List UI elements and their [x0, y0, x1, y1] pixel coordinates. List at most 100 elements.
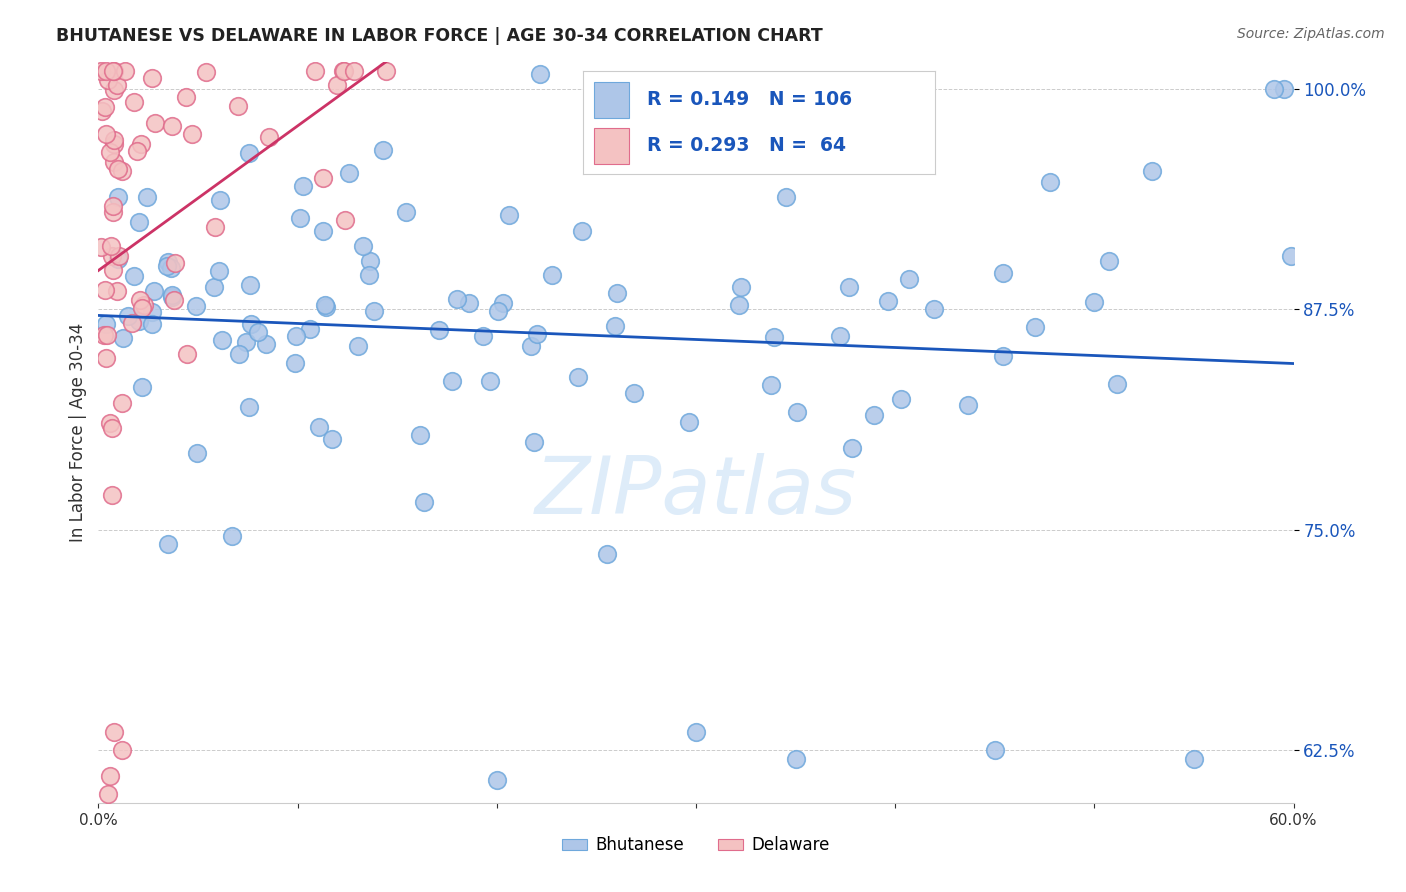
Point: [204, 219, 226, 234]
Point: [157, 255, 180, 269]
Point: [1263, 82, 1285, 96]
Point: [730, 279, 752, 293]
Point: [333, 213, 356, 227]
Point: [103, 64, 125, 78]
Point: [209, 194, 232, 208]
Point: [132, 298, 155, 312]
Point: [352, 239, 374, 253]
Point: [333, 64, 356, 78]
Point: [567, 369, 589, 384]
Point: [304, 64, 326, 78]
Point: [103, 64, 125, 78]
Point: [98, 416, 121, 430]
Point: [111, 396, 134, 410]
Point: [728, 298, 751, 312]
Point: [299, 322, 322, 336]
Point: [103, 205, 125, 219]
Point: [100, 249, 122, 263]
Text: R = 0.293   N =  64: R = 0.293 N = 64: [647, 136, 846, 155]
Point: [325, 78, 347, 93]
Point: [890, 392, 912, 406]
Point: [107, 252, 129, 266]
Point: [131, 301, 153, 316]
Point: [786, 405, 808, 419]
Point: [162, 119, 184, 133]
Point: [498, 208, 520, 222]
Point: [174, 90, 197, 104]
Point: [156, 259, 179, 273]
Point: [94, 100, 117, 114]
Point: [478, 374, 501, 388]
Point: [284, 356, 307, 370]
Point: [128, 313, 150, 327]
Point: [117, 310, 139, 324]
Point: [211, 333, 233, 347]
Point: [339, 166, 361, 180]
Point: [332, 64, 354, 78]
Point: [291, 178, 314, 193]
Point: [828, 329, 851, 343]
Point: [247, 325, 270, 339]
Point: [897, 272, 920, 286]
Point: [371, 143, 394, 157]
Point: [603, 318, 626, 333]
Point: [105, 78, 128, 93]
Point: [181, 127, 204, 141]
Point: [143, 284, 166, 298]
Point: [128, 293, 150, 308]
Point: [136, 190, 159, 204]
Point: [321, 432, 343, 446]
Text: ZIPatlas: ZIPatlas: [534, 453, 858, 531]
Text: R = 0.149   N = 106: R = 0.149 N = 106: [647, 90, 852, 109]
Point: [957, 399, 980, 413]
Point: [1039, 175, 1062, 189]
Point: [239, 277, 262, 292]
Point: [1182, 752, 1205, 766]
Point: [357, 268, 380, 282]
Legend: Bhutanese, Delaware: Bhutanese, Delaware: [555, 830, 837, 861]
Point: [606, 286, 628, 301]
Point: [184, 300, 207, 314]
Point: [121, 316, 143, 330]
Point: [678, 415, 700, 429]
Point: [254, 337, 277, 351]
Point: [1083, 295, 1105, 310]
Point: [238, 401, 260, 415]
Point: [446, 292, 468, 306]
Point: [141, 317, 163, 331]
Point: [186, 446, 208, 460]
Point: [125, 144, 148, 158]
Point: [160, 288, 183, 302]
Point: [226, 99, 249, 113]
Point: [101, 263, 124, 277]
Point: [100, 145, 122, 159]
Point: [991, 266, 1014, 280]
Point: [143, 116, 166, 130]
Point: [375, 64, 398, 78]
Point: [108, 249, 131, 263]
Point: [685, 725, 707, 739]
Point: [427, 323, 450, 337]
Point: [413, 494, 436, 508]
Point: [221, 529, 243, 543]
Point: [1098, 254, 1121, 268]
Point: [97, 73, 120, 87]
Point: [472, 329, 495, 343]
Point: [492, 295, 515, 310]
Point: [838, 279, 860, 293]
Point: [157, 537, 180, 551]
Point: [128, 215, 150, 229]
Point: [785, 752, 807, 766]
Point: [103, 155, 125, 169]
Point: [100, 238, 122, 252]
Point: [408, 427, 430, 442]
Point: [94, 64, 117, 78]
Point: [315, 301, 337, 315]
Point: [91, 103, 114, 118]
Point: [1140, 164, 1163, 178]
Point: [359, 253, 381, 268]
Point: [1272, 82, 1295, 96]
Point: [141, 305, 163, 319]
Point: [235, 334, 257, 349]
Point: [90, 64, 112, 78]
